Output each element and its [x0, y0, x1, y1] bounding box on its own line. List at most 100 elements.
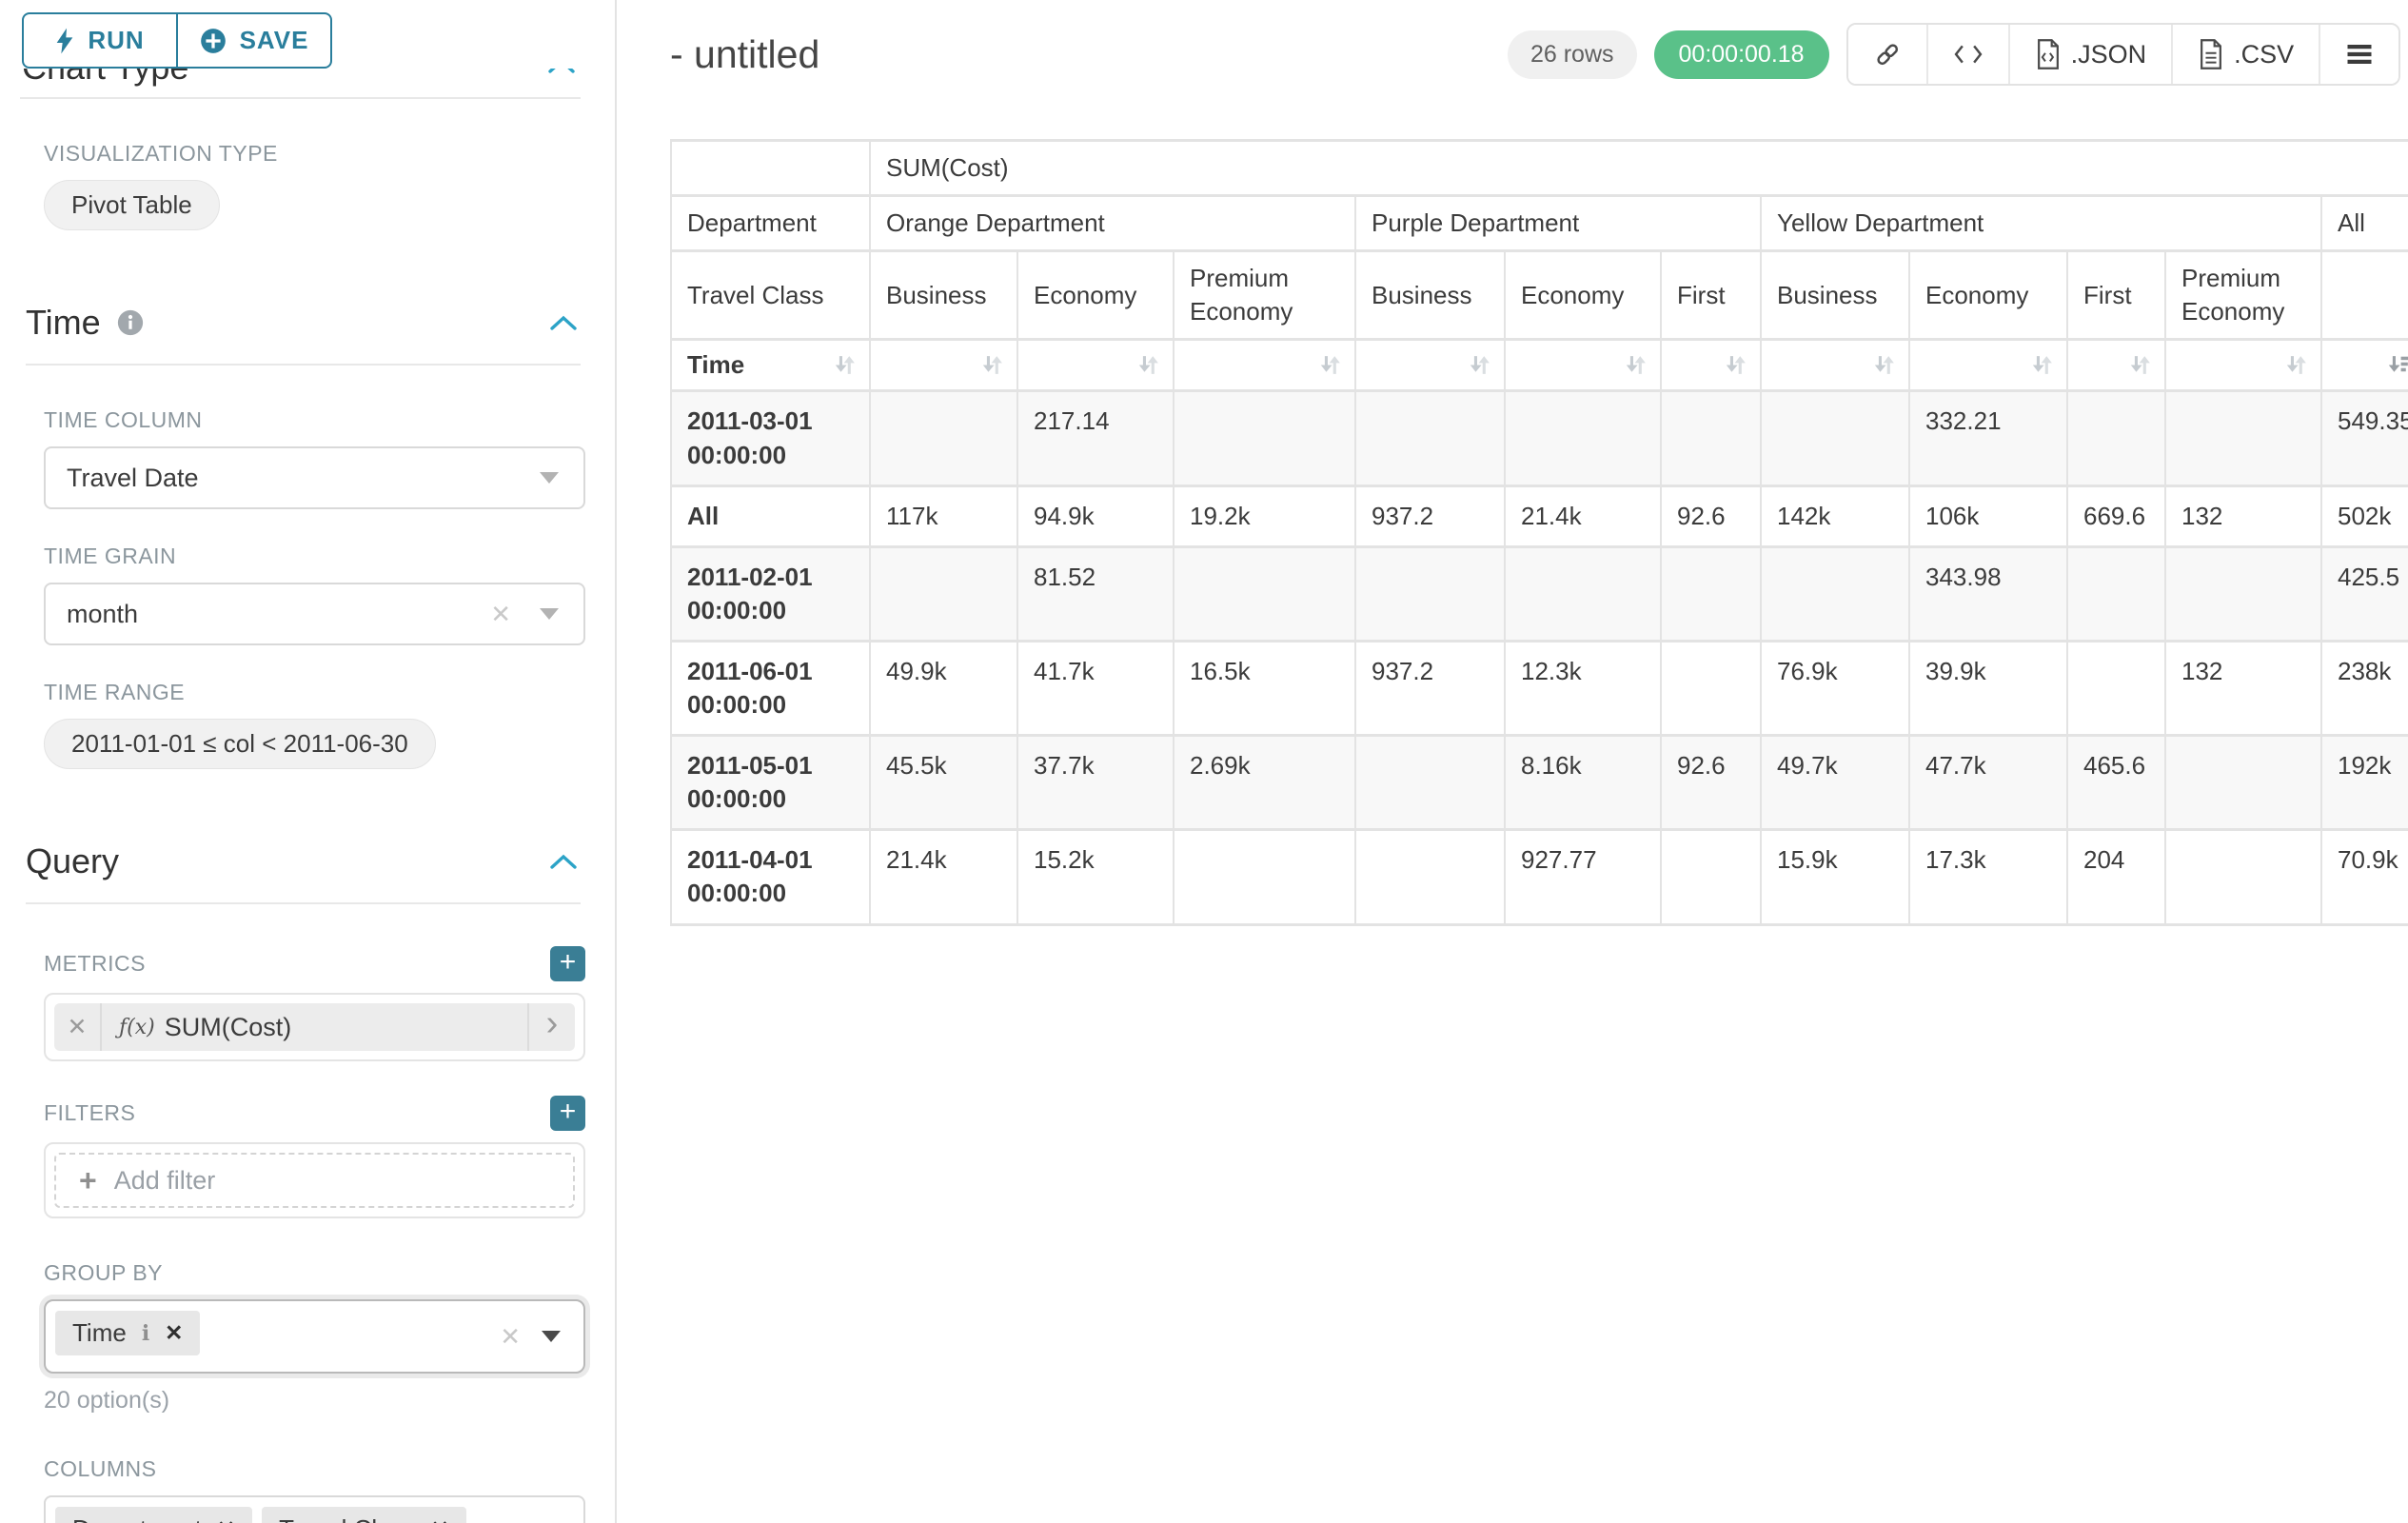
- section-query-header: Query: [26, 841, 579, 881]
- code-icon: [1954, 45, 1983, 64]
- cell: [2166, 547, 2320, 640]
- table-row: 2011-03-01 00:00:00 217.14 332.21 549.35: [672, 392, 2408, 485]
- travel-class-header: Business: [1356, 252, 1504, 339]
- run-button[interactable]: RUN: [22, 12, 178, 69]
- remove-metric-icon[interactable]: ✕: [54, 1003, 102, 1051]
- cell: [1174, 547, 1354, 640]
- table-row: 2011-06-01 00:00:00 49.9k 41.7k 16.5k 937.2 1…: [672, 642, 2408, 735]
- cell: 15.9k: [1762, 831, 1908, 923]
- caret-down-icon: [540, 472, 559, 484]
- cell: [2068, 547, 2164, 640]
- group-by-select[interactable]: Time i ✕ ✕: [44, 1299, 585, 1374]
- clear-icon[interactable]: ✕: [490, 600, 511, 628]
- json-label: .JSON: [2070, 39, 2147, 69]
- chart-area: - untitled 26 rows 00:00:00.18: [617, 0, 2408, 1523]
- menu-button[interactable]: [2319, 25, 2399, 84]
- time-grain-select[interactable]: month ✕: [44, 583, 585, 645]
- export-button-group: .JSON .CSV: [1845, 23, 2401, 86]
- columns-select[interactable]: Department ✕ Travel Class ✕ ✕: [44, 1495, 585, 1523]
- cell: 192k: [2322, 737, 2408, 829]
- chevron-up-icon[interactable]: [548, 853, 579, 871]
- export-json-button[interactable]: .JSON: [2007, 25, 2172, 84]
- column-sort-header[interactable]: [1762, 341, 1908, 390]
- column-sort-header[interactable]: [1018, 341, 1173, 390]
- add-metric-button[interactable]: +: [550, 946, 585, 981]
- control-panel: Chart Type RUN SAVE: [0, 0, 617, 1523]
- columns-tag-department[interactable]: Department ✕: [55, 1507, 253, 1523]
- column-sort-header[interactable]: [1910, 341, 2066, 390]
- metric-name: SUM(Cost): [164, 1012, 292, 1041]
- travel-class-header: Premium Economy: [2166, 252, 2320, 339]
- cell: 47.7k: [1910, 737, 2066, 829]
- viz-type-pill[interactable]: Pivot Table: [44, 180, 220, 230]
- clear-icon[interactable]: ✕: [500, 1322, 521, 1351]
- column-sort-header[interactable]: [1356, 341, 1504, 390]
- department-group-header: All: [2322, 197, 2408, 250]
- cell: [1662, 642, 1760, 735]
- group-by-tag-time[interactable]: Time i ✕: [55, 1311, 201, 1355]
- cell: 937.2: [1356, 642, 1504, 735]
- add-filter-plus-button[interactable]: +: [550, 1096, 585, 1131]
- time-grain-label: TIME GRAIN: [44, 544, 177, 568]
- remove-tag-icon[interactable]: ✕: [217, 1516, 235, 1523]
- filters-label: FILTERS: [44, 1100, 136, 1125]
- time-column-select[interactable]: Travel Date: [44, 446, 585, 509]
- run-button-label: RUN: [88, 26, 145, 54]
- divider: [26, 364, 581, 366]
- table-row: 2011-02-01 00:00:00 81.52 343.98 425.5: [672, 547, 2408, 640]
- cell: 45.5k: [871, 737, 1016, 829]
- cell: [1356, 547, 1504, 640]
- chevron-up-icon[interactable]: [548, 314, 579, 332]
- remove-tag-icon[interactable]: ✕: [165, 1320, 184, 1345]
- cell: [2068, 642, 2164, 735]
- column-sort-header[interactable]: [2068, 341, 2164, 390]
- chevron-right-icon[interactable]: ›: [527, 1003, 575, 1051]
- sort-icon: [1626, 356, 1646, 375]
- chart-title[interactable]: - untitled: [670, 31, 820, 76]
- cell: [2166, 831, 2320, 923]
- travel-class-header: Economy: [1506, 252, 1660, 339]
- column-sort-header[interactable]: [871, 341, 1016, 390]
- metric-chip[interactable]: ✕ ƒ(x) SUM(Cost) ›: [54, 1003, 575, 1051]
- view-query-button[interactable]: [1925, 25, 2008, 84]
- query-timer-badge: 00:00:00.18: [1653, 30, 1829, 79]
- remove-tag-icon[interactable]: ✕: [431, 1516, 449, 1523]
- cell: 49.7k: [1762, 737, 1908, 829]
- department-group-header: Orange Department: [871, 197, 1354, 250]
- cell: 37.7k: [1018, 737, 1173, 829]
- column-sort-header[interactable]: [1506, 341, 1660, 390]
- tag-label: Department: [72, 1514, 202, 1523]
- copy-link-button[interactable]: [1847, 25, 1926, 84]
- cell: 41.7k: [1018, 642, 1173, 735]
- row-dim-sort-header[interactable]: Time: [672, 341, 869, 390]
- file-code-icon: [2037, 39, 2059, 69]
- cell: [1174, 392, 1354, 485]
- column-sort-header[interactable]: [1662, 341, 1760, 390]
- time-range-pill[interactable]: 2011-01-01 ≤ col < 2011-06-30: [44, 719, 436, 769]
- cell: [2166, 737, 2320, 829]
- column-sort-header[interactable]: [1174, 341, 1354, 390]
- group-by-options-hint: 20 option(s): [44, 1387, 170, 1414]
- time-range-label: TIME RANGE: [44, 680, 186, 704]
- time-column-label: TIME COLUMN: [44, 407, 203, 432]
- column-sort-header[interactable]: [2166, 341, 2320, 390]
- department-header-row: Department Orange Department Purple Depart…: [672, 197, 2408, 250]
- department-group-header: Yellow Department: [1762, 197, 2320, 250]
- sort-icon: [2286, 356, 2306, 375]
- save-button[interactable]: SAVE: [176, 12, 332, 69]
- add-filter-button[interactable]: + Add filter: [54, 1153, 575, 1208]
- cell: 12.3k: [1506, 642, 1660, 735]
- cell: 17.3k: [1910, 831, 2066, 923]
- travel-class-header-row: Travel Class Business Economy Premium Econo…: [672, 252, 2408, 339]
- export-csv-button[interactable]: .CSV: [2171, 25, 2319, 84]
- caret-down-icon[interactable]: [542, 1331, 561, 1342]
- visualization-type-label: VISUALIZATION TYPE: [44, 141, 278, 166]
- columns-tag-travel-class[interactable]: Travel Class ✕: [262, 1507, 466, 1523]
- cell: 70.9k: [2322, 831, 2408, 923]
- cell: [1762, 392, 1908, 485]
- time-column-field: TIME COLUMN Travel Date: [44, 407, 585, 509]
- column-sort-header[interactable]: [2322, 341, 2408, 390]
- cell: [1662, 831, 1760, 923]
- sort-icon: [982, 356, 1002, 375]
